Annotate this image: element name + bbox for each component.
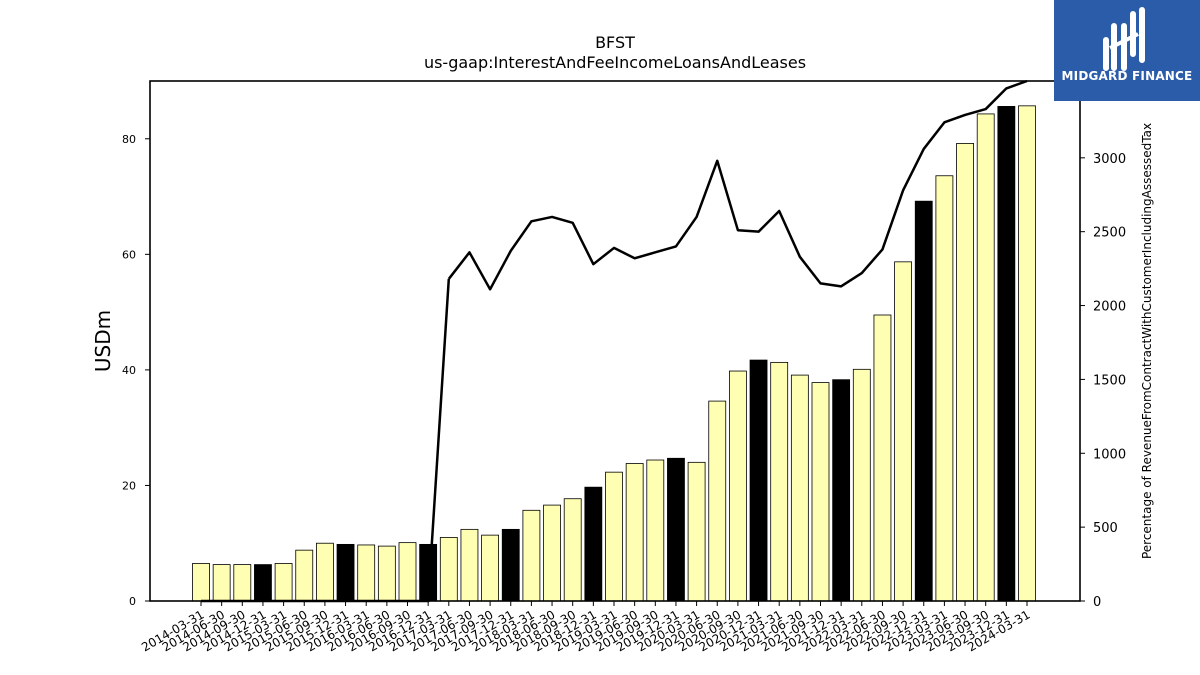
bar-2023-09-30 <box>976 113 995 602</box>
bar-2014-12-31 <box>254 564 272 602</box>
bar-2023-03-31 <box>935 175 954 602</box>
bar-2019-03-31 <box>605 471 623 602</box>
logo-mark-icon <box>1103 7 1145 71</box>
bar-2020-09-30 <box>729 370 747 602</box>
y-tick-label: 60 <box>122 248 136 261</box>
y2-tick-label: 2500 <box>1093 226 1126 241</box>
bar-2014-06-30 <box>212 564 231 602</box>
y2-tick-label: 2000 <box>1093 300 1126 315</box>
bar-2019-06-30 <box>625 463 644 602</box>
midgard-finance-logo: MIDGARD FINANCE <box>1054 0 1200 101</box>
bar-2016-09-30 <box>398 542 417 602</box>
bar-2017-09-30 <box>481 534 500 602</box>
bar-2015-06-30 <box>295 549 314 602</box>
bar-2015-12-31 <box>336 543 355 602</box>
chart-title: BFST <box>595 33 635 52</box>
y-tick-label: 80 <box>122 133 136 146</box>
y2-tick-label: 3000 <box>1093 152 1126 167</box>
bar-2017-06-30 <box>460 528 479 602</box>
bar-2018-06-30 <box>543 504 561 602</box>
plot-frame <box>149 80 1081 602</box>
x-axis: 2014-03-312014-06-302014-09-302014-12-31… <box>139 601 1033 654</box>
bar-2016-06-30 <box>377 545 396 602</box>
bar-2017-03-31 <box>439 537 458 602</box>
bar-2015-03-31 <box>274 563 293 602</box>
bar-2019-12-31 <box>667 457 685 602</box>
y2-tick-label: 1000 <box>1093 447 1126 462</box>
chart-subtitle: us-gaap:InterestAndFeeIncomeLoansAndLeas… <box>424 53 806 72</box>
y-axis-label: USDm <box>91 310 115 372</box>
y2-axis-label: Percentage of RevenueFromContractWithCus… <box>1140 123 1154 559</box>
y-axis-left: 0 20 40 60 80 <box>122 133 150 608</box>
bar-2021-09-30 <box>811 382 830 602</box>
y2-tick-label: 1500 <box>1093 373 1126 388</box>
bar-series <box>192 105 1036 602</box>
bar-2023-06-30 <box>956 142 974 602</box>
bar-2021-06-30 <box>790 374 809 602</box>
bar-2019-09-30 <box>646 459 665 602</box>
bar-2018-03-31 <box>522 509 541 602</box>
bar-2014-03-31 <box>192 563 210 602</box>
y-tick-label: 0 <box>129 595 136 608</box>
bar-2020-12-31 <box>749 359 768 602</box>
line-path <box>447 79 1028 291</box>
logo-text: MIDGARD FINANCE <box>1061 69 1193 83</box>
bar-2022-03-31 <box>852 368 871 602</box>
bar-2020-03-31 <box>687 461 706 602</box>
bar-2015-09-30 <box>315 542 334 602</box>
y2-tick-label: 500 <box>1093 521 1118 536</box>
bar-2020-06-30 <box>708 400 727 602</box>
bar-2024-03-31 <box>1018 105 1036 602</box>
bar-2021-03-31 <box>770 361 789 602</box>
bar-2021-12-31 <box>832 379 851 602</box>
bar-2018-12-31 <box>584 486 603 602</box>
y-tick-label: 20 <box>122 479 136 492</box>
bar-2022-12-31 <box>914 200 933 602</box>
y-axis-right: 0 500 1000 1500 2000 2500 3000 <box>1080 152 1126 610</box>
bar-2016-03-31 <box>357 544 376 602</box>
y2-tick-label: 0 <box>1093 595 1101 610</box>
bar-2022-09-30 <box>894 261 912 602</box>
bar-2014-09-30 <box>233 564 252 602</box>
bar-2017-12-31 <box>501 528 520 602</box>
bar-2022-06-30 <box>873 314 892 602</box>
bar-2023-12-31 <box>997 106 1016 602</box>
y-tick-label: 40 <box>122 364 136 377</box>
bar-2018-09-30 <box>563 498 582 602</box>
